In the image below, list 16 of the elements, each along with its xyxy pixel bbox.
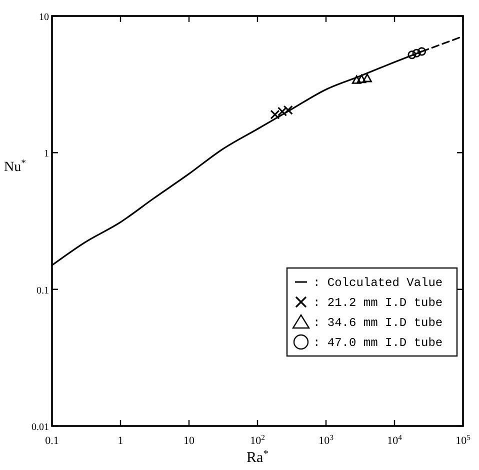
y-tick-label: 10 [39,12,49,23]
x-axis-title: Ra$^{*}$ [246,448,268,466]
x-tick-label: 10$^{4}$ [387,432,402,447]
y-tick-label: 1 [44,148,49,160]
x-tick-label: 10 [184,435,195,447]
y-axis-title: Nu$^{*}$ [4,158,26,175]
y-tick-label: 0.01 [32,422,49,433]
x-tick-label: 10$^{2}$ [250,432,266,447]
x-tick-label: 10$^{3}$ [318,432,334,447]
legend-label: : 34.6 mm I.D tube [313,316,443,330]
x-tick-label: 1 [118,435,124,447]
x-tick-label: 10$^{5}$ [456,432,471,447]
legend-label: : 21.2 mm I.D tube [313,296,443,310]
legend-label: : Colculated Value [313,276,443,290]
y-tick-label: 0.1 [36,285,49,296]
legend-label: : 47.0 mm I.D tube [313,336,443,350]
